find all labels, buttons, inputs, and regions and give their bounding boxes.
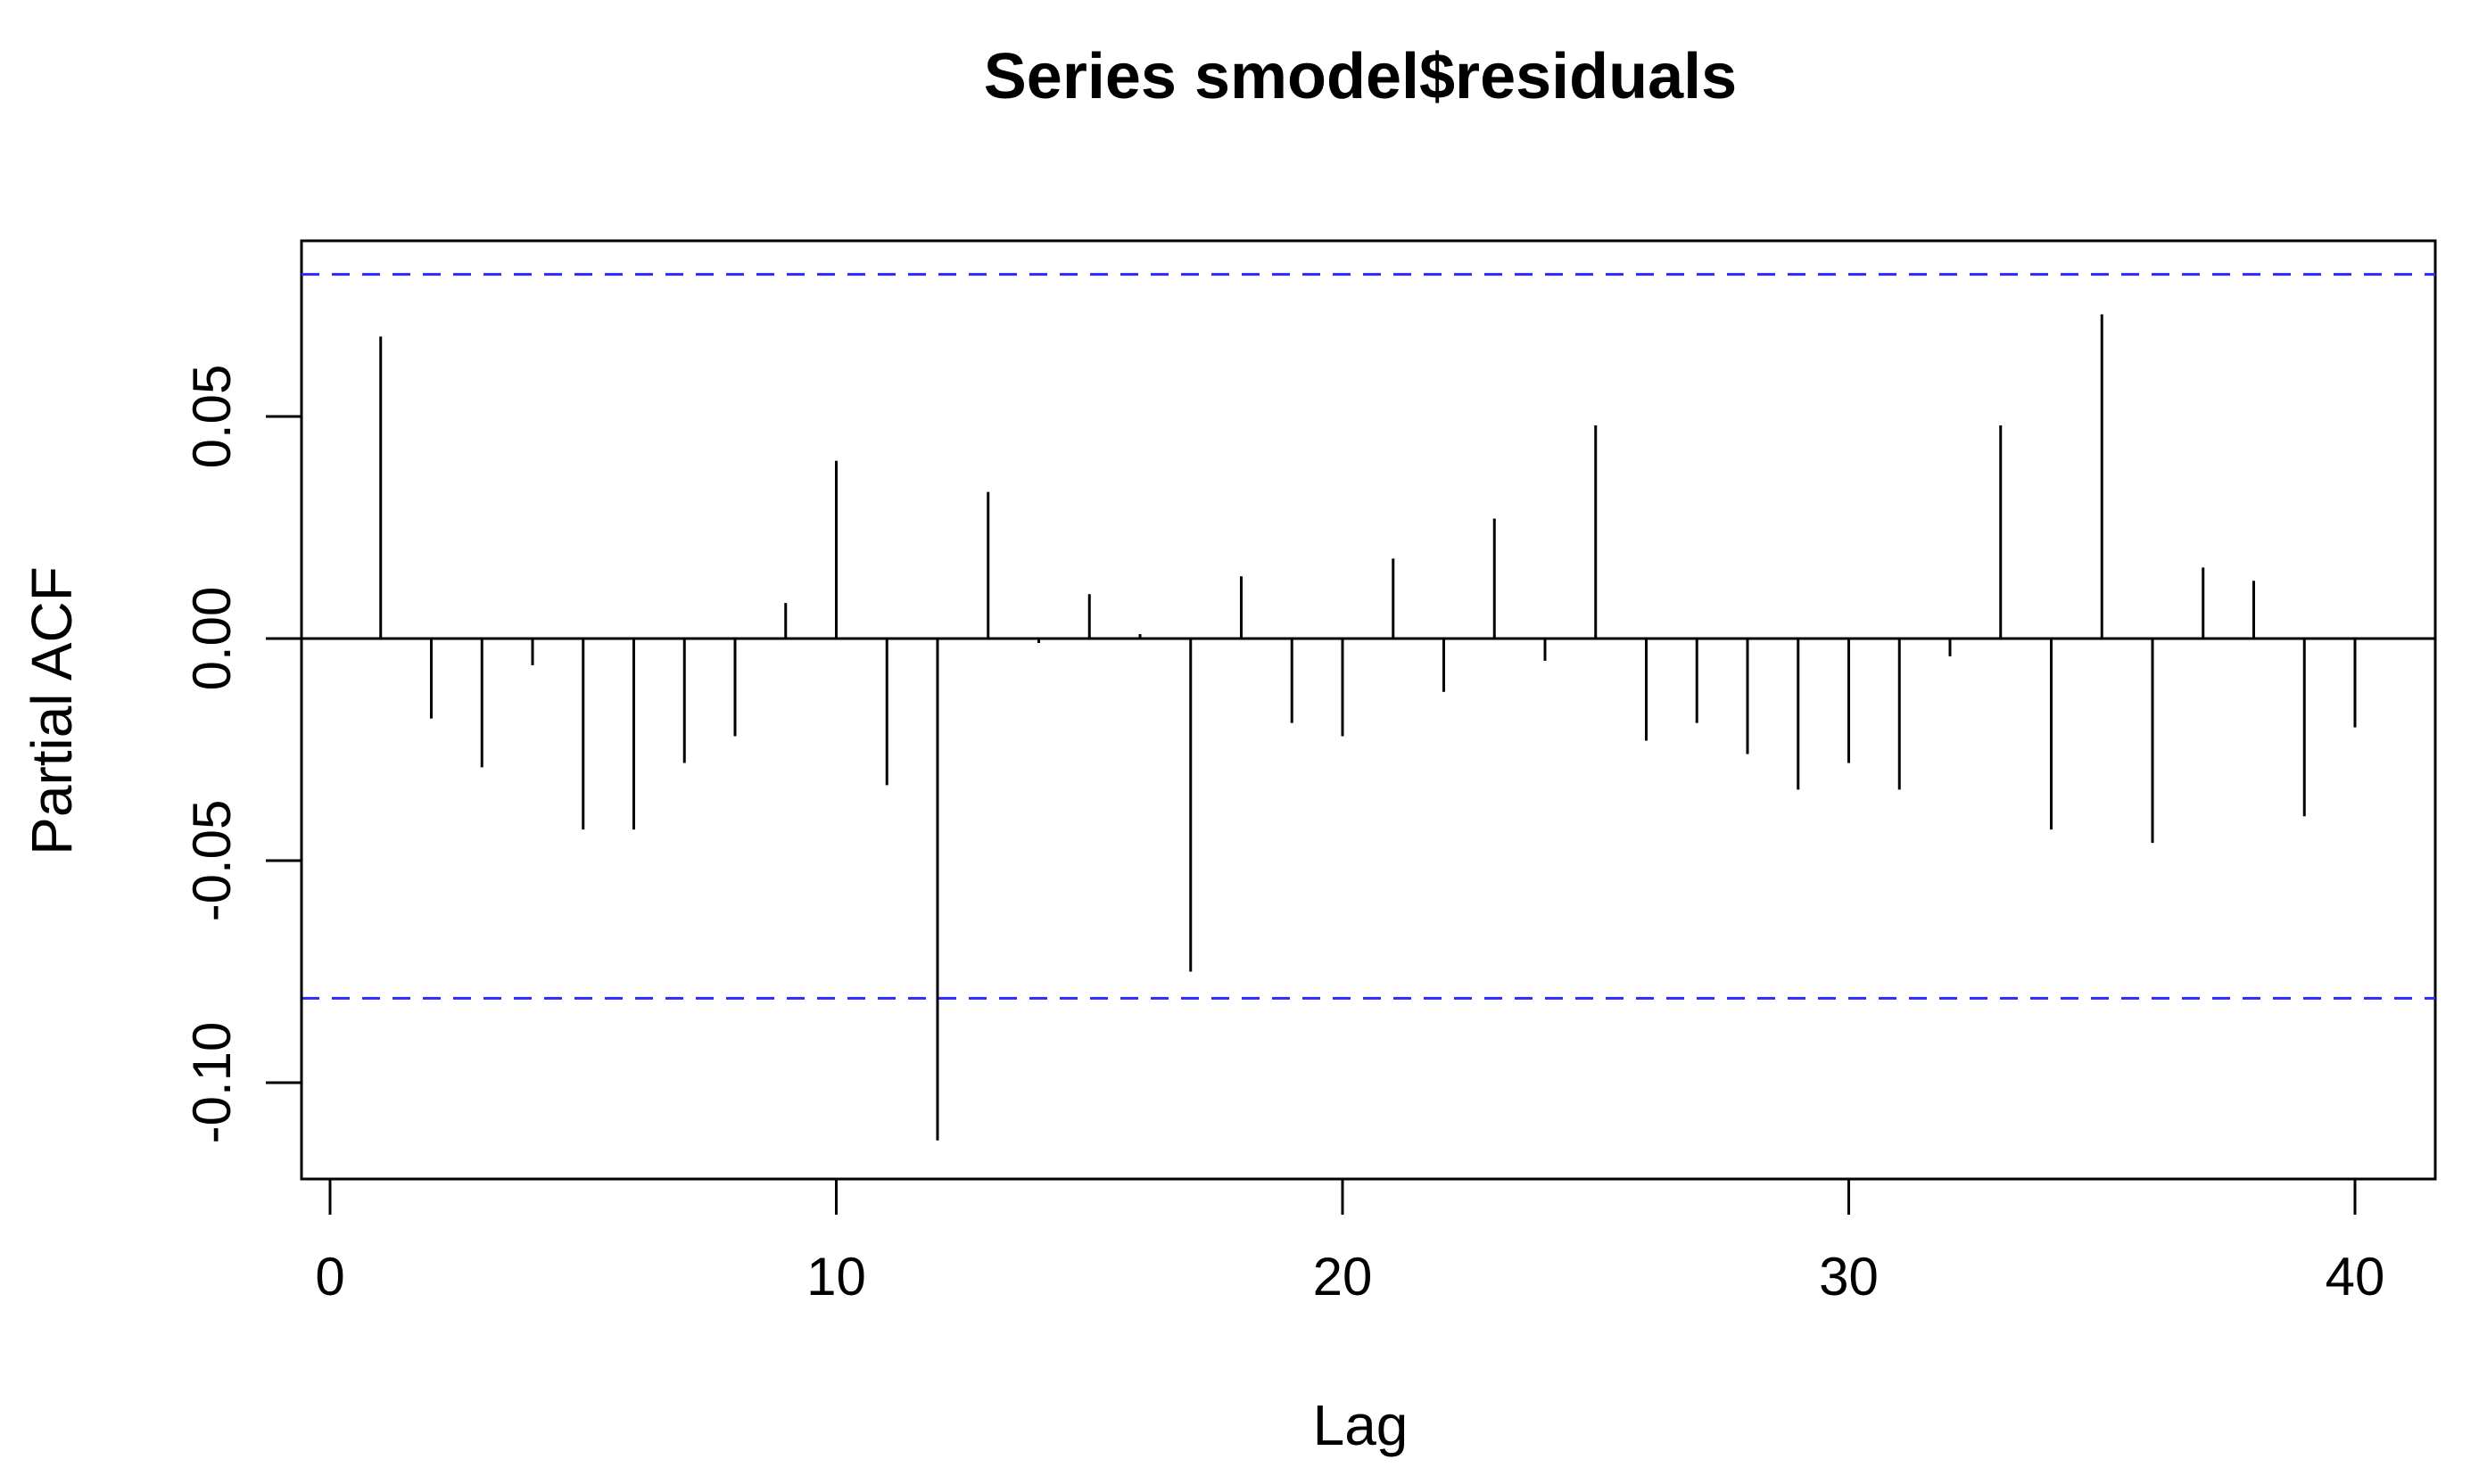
y-tick-label-0: -0.10 [182, 1022, 242, 1144]
y-tick-label-3: 0.05 [182, 365, 242, 469]
x-axis-label: Lag [1313, 1393, 1409, 1457]
x-tick-label-40: 40 [2326, 1247, 2385, 1307]
x-tick-label-0: 0 [315, 1247, 344, 1307]
chart-title: Series smodel$residuals [984, 41, 1737, 112]
y-axis-label: Partial ACF [20, 566, 84, 855]
plot-frame [300, 239, 2437, 1181]
plot-area: 0 10 20 30 40 -0.10 -0.05 0.00 0.05 [182, 239, 2437, 1307]
y-tick-label-2: 0.00 [182, 587, 242, 691]
x-tick-label-20: 20 [1313, 1247, 1373, 1307]
y-tick-label-1: -0.05 [182, 800, 242, 922]
x-tick-label-10: 10 [806, 1247, 866, 1307]
x-tick-label-30: 30 [1819, 1247, 1879, 1307]
